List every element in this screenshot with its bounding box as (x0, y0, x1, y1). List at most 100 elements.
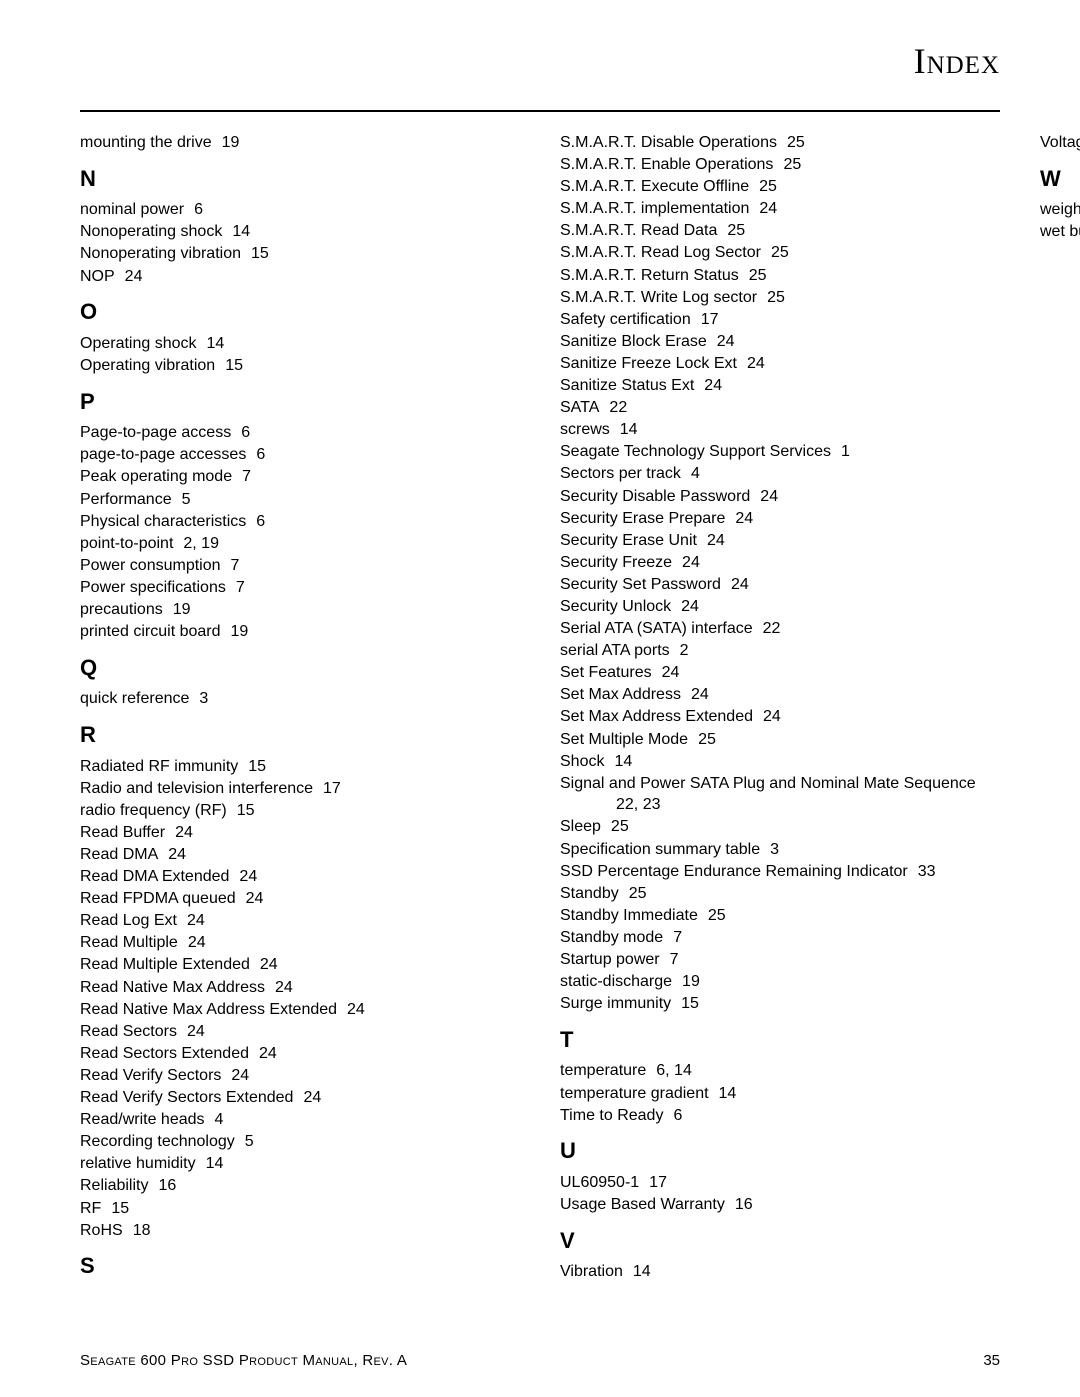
index-term: RF (80, 1200, 101, 1217)
index-term: Read Log Ext (80, 912, 177, 929)
index-pages: 14 (719, 1085, 737, 1102)
index-pages: 24 (259, 1045, 277, 1062)
index-term: Security Disable Password (560, 488, 750, 505)
index-pages: 24 (275, 979, 293, 996)
index-entry: S.M.A.R.T. Disable Operations25 (560, 132, 1000, 154)
index-entry: UL60950-117 (560, 1172, 1000, 1194)
index-pages: 24 (763, 708, 781, 725)
index-pages: 24 (747, 355, 765, 372)
index-entry: screws14 (560, 419, 1000, 441)
index-pages: 25 (629, 885, 647, 902)
index-entry: Sanitize Freeze Lock Ext 24 (560, 353, 1000, 375)
index-term: Reliability (80, 1177, 148, 1194)
index-term: Radiated RF immunity (80, 758, 238, 775)
index-entry: Vibration14 (560, 1261, 1000, 1283)
index-term: relative humidity (80, 1155, 196, 1172)
index-term: Surge immunity (560, 995, 671, 1012)
index-pages: 22 (763, 620, 781, 637)
index-term: Signal and Power SATA Plug and Nominal M… (560, 775, 976, 792)
index-term: Physical characteristics (80, 513, 246, 530)
index-entry: Read Sectors Extended 24 (80, 1043, 520, 1065)
index-term: temperature gradient (560, 1085, 709, 1102)
index-entry: S.M.A.R.T. Execute Offline25 (560, 176, 1000, 198)
index-term: Security Erase Unit (560, 532, 697, 549)
index-term: radio frequency (RF) (80, 802, 227, 819)
index-term: Sanitize Block Erase (560, 333, 707, 350)
index-entry: Read Log Ext24 (80, 910, 520, 932)
index-pages: 19 (231, 623, 249, 640)
index-term: Usage Based Warranty (560, 1196, 725, 1213)
index-term: precautions (80, 601, 163, 618)
index-pages: 6 (194, 201, 203, 218)
page-title: Index (80, 40, 1000, 82)
index-pages: 5 (182, 491, 191, 508)
index-pages: 15 (681, 995, 699, 1012)
index-pages: 14 (207, 335, 225, 352)
index-term: Read Sectors Extended (80, 1045, 249, 1062)
index-term: Read Verify Sectors (80, 1067, 221, 1084)
index-entry: Read Native Max Address Extended24 (80, 999, 520, 1021)
index-pages: 24 (681, 598, 699, 615)
index-pages: 24 (691, 686, 709, 703)
index-entry: Operating vibration15 (80, 355, 520, 377)
index-term: Security Erase Prepare (560, 510, 725, 527)
index-pages: 24 (717, 333, 735, 350)
index-entry: Time to Ready6 (560, 1105, 1000, 1127)
index-term: Power specifications (80, 579, 226, 596)
index-entry: Set Features24 (560, 662, 1000, 684)
index-entry: Sectors per track4 (560, 463, 1000, 485)
index-letter: Q (80, 653, 520, 683)
index-entry: Read DMA 24 (80, 844, 520, 866)
index-letter: S (80, 1251, 520, 1281)
index-pages: 24 (239, 868, 257, 885)
index-entry: Shock14 (560, 751, 1000, 773)
index-pages: 17 (323, 780, 341, 797)
index-pages: 7 (236, 579, 245, 596)
index-entry: page-to-page accesses6 (80, 444, 520, 466)
index-entry: Read Native Max Address24 (80, 977, 520, 999)
index-term: Sanitize Status Ext (560, 377, 694, 394)
index-term: Page-to-page access (80, 424, 231, 441)
index-entry: serial ATA ports2 (560, 640, 1000, 662)
index-entry: Set Multiple Mode25 (560, 729, 1000, 751)
index-entry: NOP24 (80, 266, 520, 288)
index-entry: Radio and television interference17 (80, 778, 520, 800)
index-pages: 24 (662, 664, 680, 681)
index-letter: N (80, 164, 520, 194)
index-pages: 6 (256, 513, 265, 530)
index-term: Operating shock (80, 335, 197, 352)
index-term: Specification summary table (560, 841, 760, 858)
index-entry: Read Verify Sectors24 (80, 1065, 520, 1087)
index-entry: Read Multiple Extended24 (80, 954, 520, 976)
index-pages: 25 (759, 178, 777, 195)
index-term: S.M.A.R.T. Write Log sector (560, 289, 757, 306)
index-term: weight (1040, 201, 1080, 218)
index-term: Sanitize Freeze Lock Ext (560, 355, 737, 372)
footer-left: Seagate 600 Pro SSD Product Manual, Rev.… (80, 1352, 407, 1369)
index-pages: 16 (158, 1177, 176, 1194)
index-pages: 2, 19 (183, 535, 219, 552)
index-pages: 14 (232, 223, 250, 240)
index-term: Voltage dips, interrupts (1040, 134, 1080, 151)
index-pages: 7 (673, 929, 682, 946)
index-entry: temperature gradient 14 (560, 1083, 1000, 1105)
index-term: S.M.A.R.T. Enable Operations (560, 156, 773, 173)
index-pages: 19 (682, 973, 700, 990)
index-entry: Seagate Technology Support Services1 (560, 441, 1000, 463)
index-entry: S.M.A.R.T. Return Status25 (560, 265, 1000, 287)
index-entry: SSD Percentage Endurance Remaining Indic… (560, 861, 1000, 883)
index-pages: 3 (199, 690, 208, 707)
index-entry: precautions19 (80, 599, 520, 621)
index-pages: 7 (242, 468, 251, 485)
index-term: Operating vibration (80, 357, 215, 374)
index-term: mounting the drive (80, 134, 212, 151)
index-term: Read DMA (80, 846, 158, 863)
index-letter: R (80, 720, 520, 750)
index-pages: 24 (188, 934, 206, 951)
index-pages: 24 (168, 846, 186, 863)
index-pages: 24 (303, 1089, 321, 1106)
index-pages: 16 (735, 1196, 753, 1213)
index-entry: Standby mode7 (560, 927, 1000, 949)
footer: Seagate 600 Pro SSD Product Manual, Rev.… (80, 1352, 1000, 1369)
index-term: Standby (560, 885, 619, 902)
